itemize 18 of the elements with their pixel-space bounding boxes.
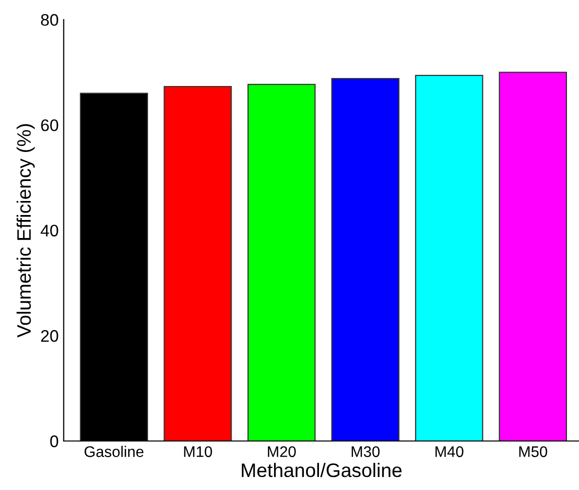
y-tick-label: 20 <box>41 330 58 342</box>
x-tick-label: M20 <box>268 446 296 458</box>
y-tick-label: 80 <box>41 14 58 26</box>
bar <box>415 74 484 441</box>
y-axis-title: Volumetric Efficiency (%) <box>16 124 35 338</box>
x-tick-label: M40 <box>436 446 464 458</box>
x-tick-label: M10 <box>184 446 212 458</box>
bar <box>331 78 400 441</box>
x-tick-label: M50 <box>519 446 548 458</box>
y-tick-label: 60 <box>41 119 58 132</box>
bar <box>498 72 567 441</box>
x-axis-title: Methanol/Gasoline <box>242 462 402 478</box>
x-tick-label: M30 <box>352 446 380 458</box>
y-tick-label: 0 <box>50 435 58 448</box>
y-tick-label: 40 <box>40 224 58 237</box>
bar <box>247 84 316 441</box>
bar <box>164 86 232 441</box>
x-tick-label: Gasoline <box>84 446 144 458</box>
